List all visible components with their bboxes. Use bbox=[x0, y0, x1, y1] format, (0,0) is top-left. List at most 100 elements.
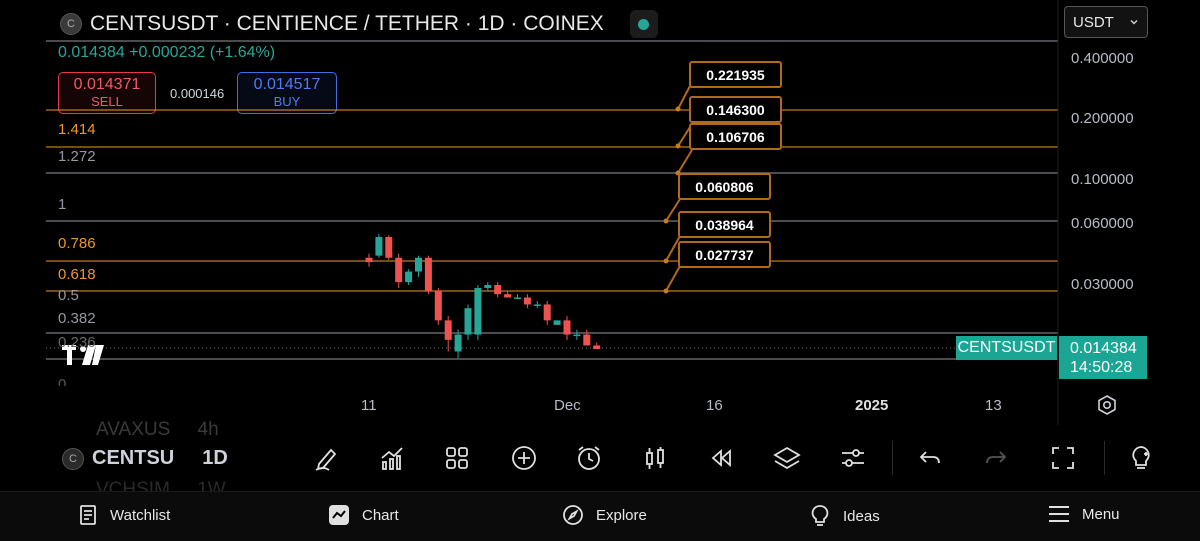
watchlist-peek-above[interactable]: AVAXUS 4h bbox=[96, 419, 219, 441]
target-callout[interactable]: 0.060806 bbox=[678, 173, 771, 200]
peek-symbol-above: AVAXUS bbox=[96, 419, 171, 440]
price-axis-label: 0.400000 bbox=[1071, 50, 1134, 67]
compass-icon bbox=[563, 505, 583, 525]
coin-logo-icon: C bbox=[60, 13, 82, 35]
chart-title[interactable]: C CENTSUSDT · CENTIENCE / TETHER · 1D · … bbox=[60, 10, 658, 38]
add-icon[interactable] bbox=[507, 441, 541, 475]
nav-chart-label: Chart bbox=[362, 506, 399, 524]
buy-button[interactable]: 0.014517 BUY bbox=[237, 72, 337, 114]
indicators-icon[interactable] bbox=[375, 441, 409, 475]
time-axis-label: 2025 bbox=[855, 397, 889, 414]
chevron-down-icon bbox=[1130, 19, 1138, 25]
target-callout[interactable]: 0.038964 bbox=[678, 211, 771, 238]
candle-down bbox=[395, 257, 403, 283]
sell-button[interactable]: 0.014371 SELL bbox=[58, 72, 156, 114]
candle-down bbox=[583, 334, 591, 346]
grid-icon[interactable] bbox=[440, 441, 474, 475]
fullscreen-icon[interactable] bbox=[1046, 441, 1080, 475]
price-change-readout: 0.014384 +0.000232 (+1.64%) bbox=[58, 44, 276, 61]
undo-icon[interactable] bbox=[913, 441, 947, 475]
lightbulb-icon bbox=[811, 505, 829, 526]
candle-up bbox=[573, 334, 581, 337]
target-connectors bbox=[665, 85, 693, 292]
chart-settings-icon[interactable] bbox=[1098, 395, 1116, 415]
target-callout[interactable]: 0.146300 bbox=[689, 96, 782, 123]
candle-up bbox=[464, 308, 472, 335]
price-axis-label: 0.100000 bbox=[1071, 171, 1134, 188]
replay-icon[interactable] bbox=[704, 441, 738, 475]
price-axis-label: 0.060000 bbox=[1071, 215, 1134, 232]
draw-icon[interactable] bbox=[310, 441, 344, 475]
toolbar-divider bbox=[1104, 441, 1105, 475]
layers-icon[interactable] bbox=[770, 441, 804, 475]
current-timeframe[interactable]: 1D bbox=[202, 447, 228, 469]
candle-down bbox=[424, 257, 432, 292]
time-axis-label: 11 bbox=[361, 397, 377, 414]
candle-up bbox=[484, 285, 492, 288]
currency-select[interactable]: USDT bbox=[1064, 6, 1148, 38]
redo-icon[interactable] bbox=[979, 441, 1013, 475]
nav-explore[interactable]: Explore bbox=[562, 504, 647, 526]
market-status-indicator[interactable] bbox=[629, 10, 658, 38]
hamburger-icon bbox=[1049, 506, 1069, 522]
candle-down bbox=[523, 297, 531, 305]
peek-symbol-below: VCHSIM bbox=[96, 479, 170, 491]
target-callout[interactable]: 0.106706 bbox=[689, 123, 782, 150]
price-axis-label: 0.030000 bbox=[1071, 276, 1134, 293]
last-price: 0.014384 bbox=[1070, 339, 1137, 357]
nav-menu[interactable]: Menu bbox=[1048, 504, 1120, 524]
candle-up bbox=[514, 297, 521, 299]
tradingview-logo-icon bbox=[62, 345, 104, 365]
live-dot-icon bbox=[638, 18, 650, 30]
nav-ideas[interactable]: Ideas bbox=[809, 504, 880, 528]
candlestick-series bbox=[365, 233, 601, 358]
price-chart[interactable] bbox=[0, 0, 1200, 425]
ideas-icon[interactable] bbox=[1124, 441, 1158, 475]
candle-up bbox=[454, 334, 462, 352]
spread-value: 0.000146 bbox=[170, 86, 225, 101]
nav-explore-label: Explore bbox=[596, 506, 647, 524]
candle-down bbox=[385, 237, 393, 258]
nav-watchlist-label: Watchlist bbox=[110, 506, 171, 524]
nav-chart[interactable]: Chart bbox=[328, 504, 399, 526]
fib-label-0618: 0.618 bbox=[58, 266, 96, 283]
watchlist-peek-below[interactable]: VCHSIM 1W bbox=[96, 479, 226, 491]
target-callout[interactable]: 0.027737 bbox=[678, 241, 771, 268]
buy-price: 0.014517 bbox=[253, 76, 321, 93]
candle-up bbox=[553, 320, 561, 325]
fib-label-1: 1 bbox=[58, 196, 67, 213]
candle-down bbox=[563, 320, 571, 335]
symbol-description: CENTSUSDT · CENTIENCE / TETHER · 1D · CO… bbox=[90, 12, 604, 35]
coin-logo-icon: C bbox=[62, 447, 84, 470]
buy-label: BUY bbox=[273, 94, 301, 109]
sell-label: SELL bbox=[91, 94, 123, 109]
candles-icon[interactable] bbox=[638, 441, 672, 475]
time-axis-label: Dec bbox=[554, 397, 581, 414]
candle-up bbox=[405, 271, 413, 283]
currency-value: USDT bbox=[1073, 13, 1114, 31]
time-axis-label: 13 bbox=[985, 397, 1002, 414]
candle-down bbox=[444, 320, 452, 340]
watchlist-icon bbox=[80, 505, 96, 525]
drawing-toolbar: AVAXUS 4h C CENTSU 1D VCHSIM 1W bbox=[0, 419, 1200, 491]
current-symbol: CENTSU bbox=[92, 447, 175, 469]
symbol-tag: CENTSUSDT bbox=[956, 336, 1057, 360]
nav-ideas-label: Ideas bbox=[843, 507, 880, 525]
fib-label-0236: 0.236 bbox=[58, 334, 96, 351]
fib-label-05: 0.5 bbox=[58, 287, 79, 304]
nav-watchlist[interactable]: Watchlist bbox=[78, 504, 170, 526]
target-callout[interactable]: 0.221935 bbox=[689, 61, 782, 88]
candle-up bbox=[533, 304, 541, 306]
candle-down bbox=[543, 304, 551, 321]
last-price-tag: 0.014384 14:50:28 bbox=[1059, 336, 1147, 379]
sell-price: 0.014371 bbox=[73, 76, 141, 93]
fib-label-1414: 1.414 bbox=[58, 121, 96, 138]
candle-up bbox=[415, 257, 422, 272]
symbol-switcher[interactable]: C CENTSU 1D bbox=[62, 447, 228, 470]
fib-label-0382: 0.382 bbox=[58, 310, 96, 327]
settings-icon[interactable] bbox=[836, 441, 870, 475]
alert-icon[interactable] bbox=[572, 441, 606, 475]
candle-down bbox=[504, 294, 512, 298]
toolbar-divider bbox=[892, 441, 893, 475]
chart-icon bbox=[329, 505, 349, 525]
